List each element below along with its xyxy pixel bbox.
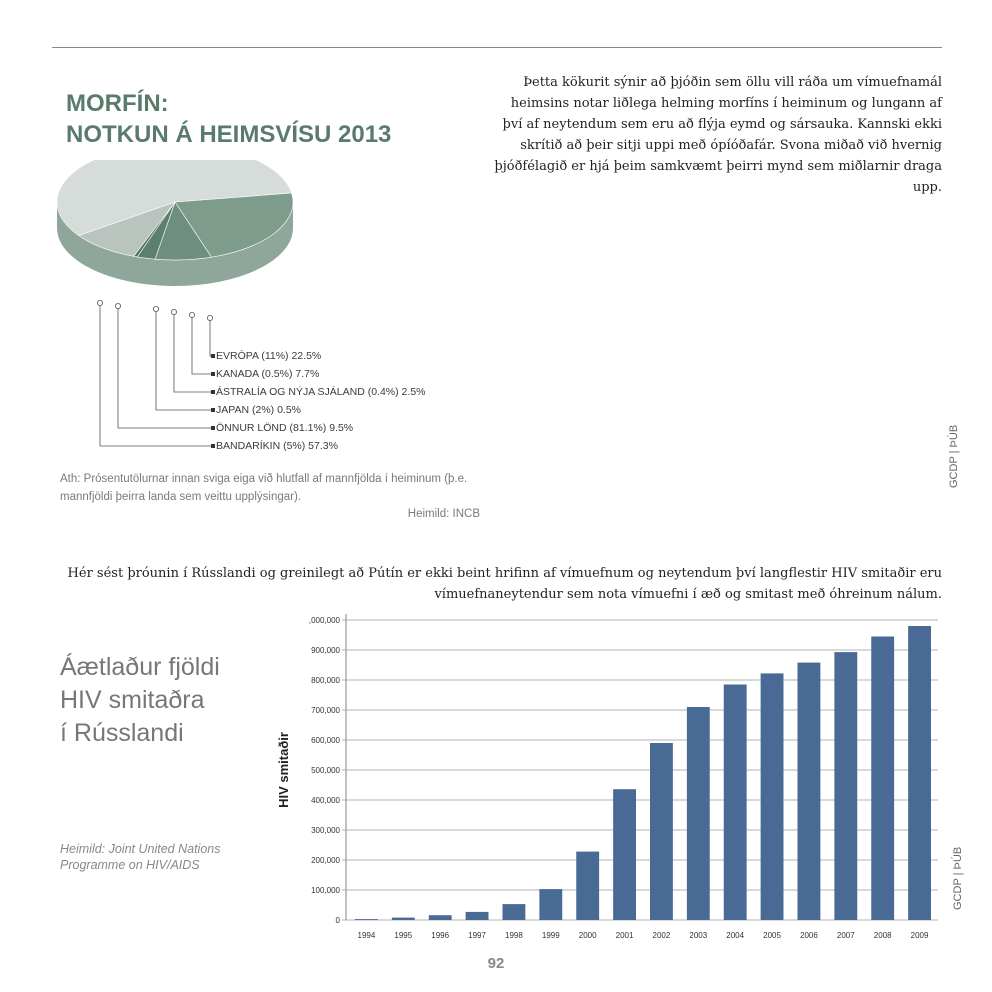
- bar-mark: [686, 707, 710, 920]
- bar-ytick-label: 300,000: [311, 826, 340, 835]
- bar-xtick-label: 2005: [763, 931, 781, 940]
- bar-chart-title: Áætlaður fjöldi HIV smitaðra í Rússlandi: [60, 651, 220, 750]
- bar-mark: [465, 911, 489, 920]
- photo-credit-top: GCDP | ÞÚB: [948, 424, 960, 488]
- pie-leader-dot: [171, 308, 178, 315]
- bar-title-line1: Áætlaður fjöldi: [60, 653, 220, 681]
- pie-chart: [56, 160, 294, 448]
- bar-ytick-label: ,000,000: [309, 616, 341, 625]
- bar-xtick-label: 1994: [358, 931, 376, 940]
- pie-legend-marker: [211, 408, 215, 412]
- pie-leader-line: [155, 309, 213, 411]
- bar-xtick-label: 2006: [800, 931, 818, 940]
- bar-ytick-label: 800,000: [311, 676, 340, 685]
- pie-slice: [56, 160, 292, 236]
- middle-paragraph: Hér sést þróunin í Rússlandi og greinile…: [67, 566, 942, 602]
- pie-leader-line: [117, 306, 213, 429]
- pie-legend-item: EVRÓPA (11%) 22.5%: [216, 350, 322, 362]
- pie-legend-marker: [211, 372, 215, 376]
- bar-ytick-label: 200,000: [311, 856, 340, 865]
- bar-ytick-label: 600,000: [311, 736, 340, 745]
- bar-mark: [797, 662, 821, 920]
- pie-note: Ath: Prósentutölurnar innan sviga eiga v…: [60, 473, 468, 503]
- bar-ytick-label: 0: [336, 916, 341, 925]
- pie-slice: [174, 192, 294, 258]
- bar-mark: [650, 743, 673, 920]
- pie-leader-dot: [153, 305, 160, 312]
- bar-xtick-label: 2004: [726, 931, 744, 940]
- bar-xtick-label: 1999: [542, 931, 560, 940]
- intro-paragraph: Þetta kökurit sýnir að þjóðin sem öllu v…: [494, 75, 942, 195]
- bar-mark: [355, 919, 378, 920]
- pie-leader-line: [99, 303, 213, 447]
- bar-xtick-label: 2001: [616, 931, 634, 940]
- bar-source-line2: Programme on HIV/AIDS: [60, 858, 200, 872]
- bar-ytick-label: 900,000: [311, 646, 340, 655]
- pie-leader-line: [209, 318, 213, 357]
- pie-legend-item: JAPAN (2%) 0.5%: [216, 404, 301, 416]
- pie-leader-dot: [115, 302, 122, 309]
- pie-legend-item: ÁSTRALÍA OG NÝJA SJÁLAND (0.4%) 2.5%: [216, 386, 426, 398]
- photo-credit-bottom: GCDP | ÞÚB: [952, 846, 964, 910]
- bar-ytick-label: 700,000: [311, 706, 340, 715]
- pie-legend-marker: [211, 426, 215, 430]
- pie-leader-line: [191, 315, 213, 375]
- pie-leader-dot: [97, 299, 104, 306]
- pie-legend-marker: [211, 390, 215, 394]
- bar-mark: [723, 684, 747, 920]
- bar-chart-source: Heimild: Joint United Nations Programme …: [60, 841, 221, 873]
- bar-xtick-label: 1996: [431, 931, 449, 940]
- bar-title-line2: HIV smitaðra: [60, 686, 205, 714]
- bar-mark: [502, 904, 526, 920]
- bar-mark: [428, 915, 452, 920]
- bar-xtick-label: 1998: [505, 931, 523, 940]
- pie-chart-title: MORFÍN: NOTKUN Á HEIMSVÍSU 2013: [66, 88, 391, 150]
- bar-ytick-label: 400,000: [311, 796, 340, 805]
- pie-leader-dot: [188, 311, 195, 318]
- pie-source: Heimild: INCB: [407, 508, 480, 520]
- bar-title-line3: í Rússlandi: [60, 719, 184, 747]
- bar-mark: [539, 889, 563, 920]
- top-rule: [52, 47, 942, 48]
- bar-source-line1: Heimild: Joint United Nations: [60, 842, 221, 856]
- bar-mark: [871, 636, 895, 920]
- bar-xtick-label: 2002: [653, 931, 671, 940]
- pie-side-wall: [57, 202, 293, 286]
- pie-leader-dot: [206, 314, 213, 321]
- bar-mark: [908, 626, 931, 920]
- bar-mark: [760, 673, 784, 920]
- bar-mark: [613, 789, 636, 920]
- pie-title-line1: MORFÍN:: [66, 90, 169, 117]
- bar-ylabel: HIV smitaðir: [276, 732, 291, 808]
- pie-leader-line: [173, 312, 213, 393]
- bar-xtick-label: 2000: [579, 931, 597, 940]
- bar-xtick-label: 2008: [874, 931, 892, 940]
- pie-legend: EVRÓPA (11%) 22.5% KANADA (0.5%) 7.7% ÁSTR…: [216, 347, 426, 455]
- bar-xtick-label: 1997: [468, 931, 486, 940]
- pie-legend-item: BANDARÍKIN (5%) 57.3%: [216, 440, 338, 452]
- bar-xtick-label: 2007: [837, 931, 855, 940]
- bar-ytick-label: 100,000: [311, 886, 340, 895]
- bar-mark: [834, 652, 858, 920]
- pie-legend-marker: [211, 354, 215, 358]
- pie-legend-item: KANADA (0.5%) 7.7%: [216, 368, 320, 380]
- bar-xtick-label: 2003: [689, 931, 707, 940]
- bar-chart: HIV smitaðir 0 100,000 200,000 300,000 400,00…: [276, 614, 938, 940]
- pie-legend-marker: [211, 444, 215, 448]
- pie-title-line2: NOTKUN Á HEIMSVÍSU 2013: [66, 121, 392, 148]
- pie-legend-item: ÖNNUR LÖND (81.1%) 9.5%: [216, 422, 354, 434]
- bar-mark: [576, 851, 600, 920]
- bar-xtick-label: 2009: [911, 931, 929, 940]
- bar-xtick-label: 1995: [394, 931, 412, 940]
- bar-mark: [391, 917, 415, 920]
- page-number: 92: [487, 955, 505, 972]
- bar-ytick-label: 500,000: [311, 766, 340, 775]
